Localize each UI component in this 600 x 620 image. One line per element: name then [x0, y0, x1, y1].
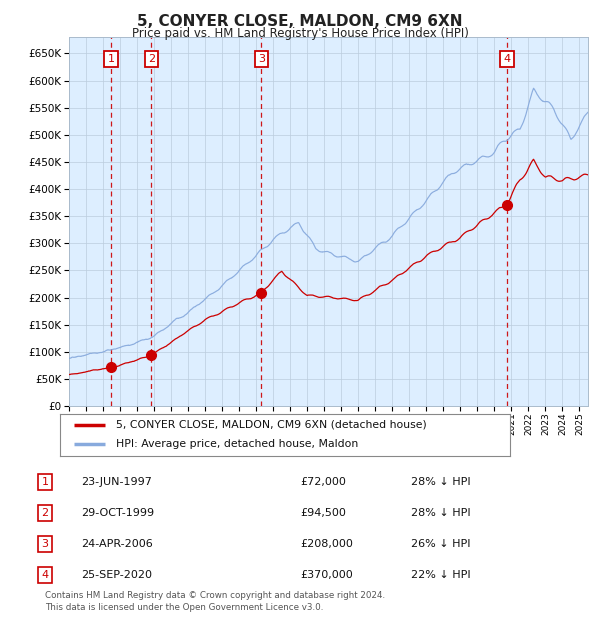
Text: 26% ↓ HPI: 26% ↓ HPI: [411, 539, 470, 549]
Text: 2: 2: [41, 508, 49, 518]
Text: 1: 1: [107, 54, 115, 64]
Text: 3: 3: [258, 54, 265, 64]
Text: 25-SEP-2020: 25-SEP-2020: [81, 570, 152, 580]
Text: £72,000: £72,000: [300, 477, 346, 487]
Text: 5, CONYER CLOSE, MALDON, CM9 6XN: 5, CONYER CLOSE, MALDON, CM9 6XN: [137, 14, 463, 29]
Text: 2: 2: [148, 54, 155, 64]
Text: £208,000: £208,000: [300, 539, 353, 549]
Text: 1: 1: [41, 477, 49, 487]
Text: £370,000: £370,000: [300, 570, 353, 580]
Text: 24-APR-2006: 24-APR-2006: [81, 539, 153, 549]
Text: Price paid vs. HM Land Registry's House Price Index (HPI): Price paid vs. HM Land Registry's House …: [131, 27, 469, 40]
Text: HPI: Average price, detached house, Maldon: HPI: Average price, detached house, Mald…: [116, 440, 359, 450]
Text: 28% ↓ HPI: 28% ↓ HPI: [411, 477, 470, 487]
Text: 3: 3: [41, 539, 49, 549]
Text: 28% ↓ HPI: 28% ↓ HPI: [411, 508, 470, 518]
Text: 23-JUN-1997: 23-JUN-1997: [81, 477, 152, 487]
Text: 29-OCT-1999: 29-OCT-1999: [81, 508, 154, 518]
Text: 4: 4: [503, 54, 511, 64]
Text: 5, CONYER CLOSE, MALDON, CM9 6XN (detached house): 5, CONYER CLOSE, MALDON, CM9 6XN (detach…: [116, 420, 427, 430]
Text: £94,500: £94,500: [300, 508, 346, 518]
Text: 22% ↓ HPI: 22% ↓ HPI: [411, 570, 470, 580]
Text: Contains HM Land Registry data © Crown copyright and database right 2024.
This d: Contains HM Land Registry data © Crown c…: [45, 591, 385, 612]
Text: 4: 4: [41, 570, 49, 580]
